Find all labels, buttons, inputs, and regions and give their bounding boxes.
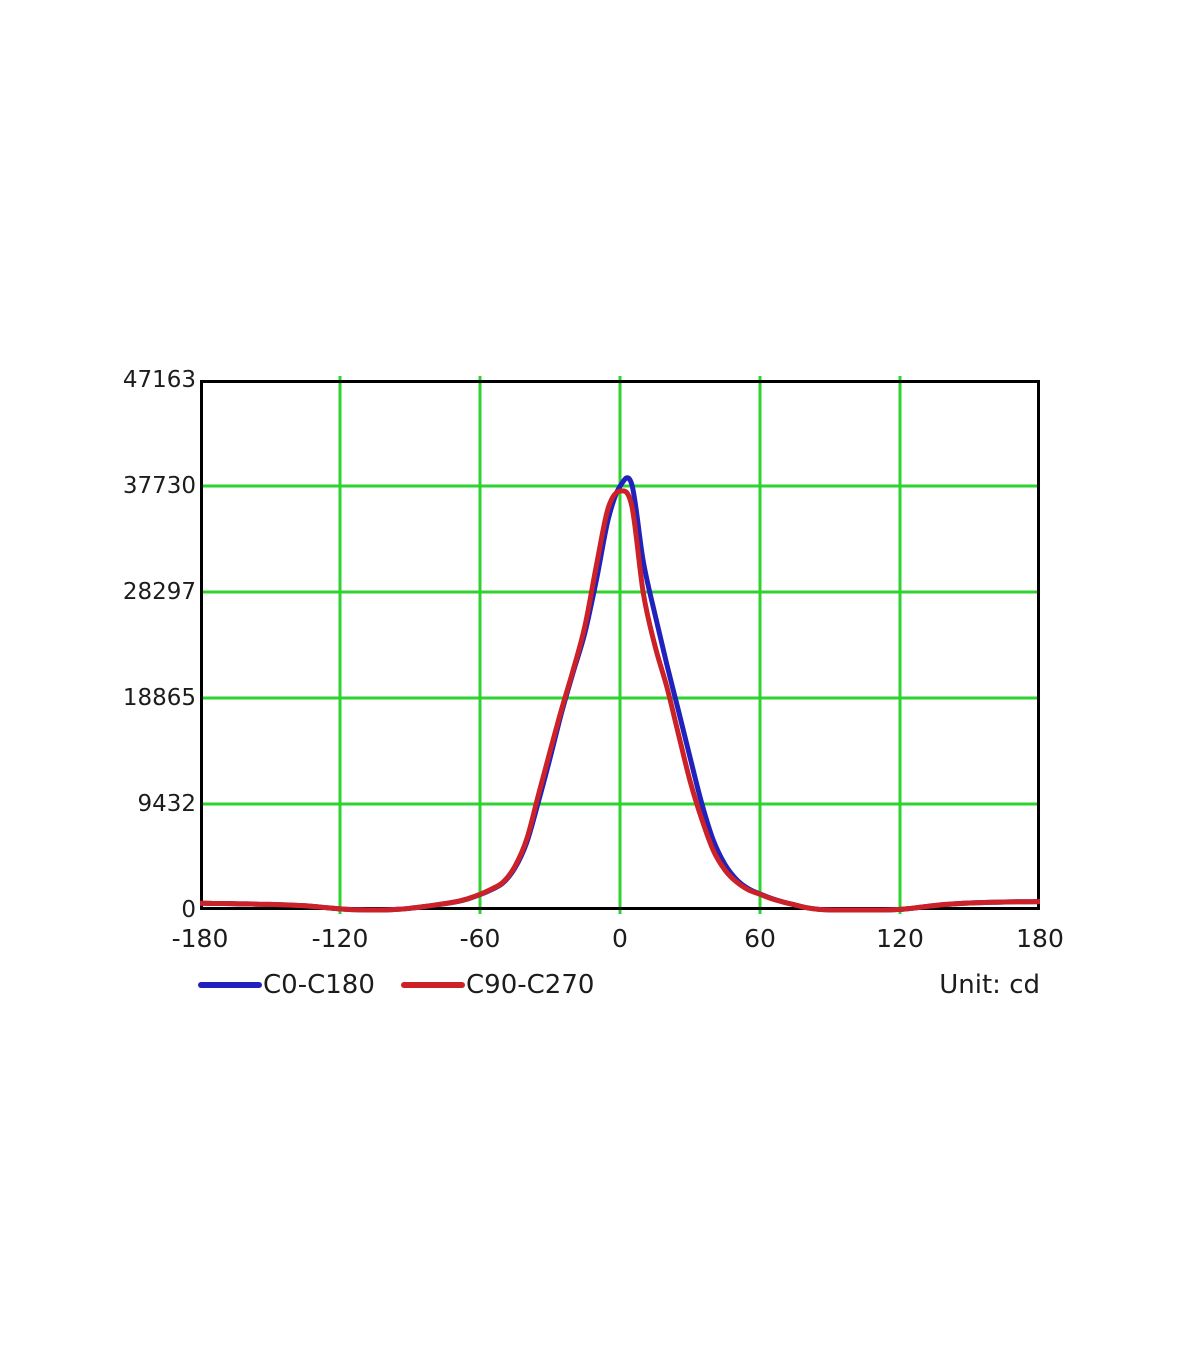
legend-line-red bbox=[401, 982, 465, 988]
y-tick-label: 9432 bbox=[137, 791, 196, 817]
series-curve-c90-c270 bbox=[200, 488, 1040, 913]
plot-border bbox=[200, 380, 1040, 910]
x-tick-label: -120 bbox=[311, 924, 369, 953]
x-tick-label: 180 bbox=[1016, 924, 1064, 953]
legend-label-c90-c270: C90-C270 bbox=[466, 970, 595, 1000]
x-tick-label: 120 bbox=[876, 924, 924, 953]
x-tick-label: -60 bbox=[459, 924, 501, 953]
y-tick-label: 28297 bbox=[122, 579, 196, 605]
unit-label: Unit: cd bbox=[939, 970, 1040, 1000]
legend-item-c90-c270: C90-C270 bbox=[401, 970, 594, 1000]
plot-area bbox=[200, 376, 1040, 914]
luminous-intensity-chart bbox=[200, 376, 1040, 914]
x-tick-label: -180 bbox=[171, 924, 229, 953]
legend-label-c0-c180: C0-C180 bbox=[263, 970, 375, 1000]
y-tick-label: 47163 bbox=[122, 367, 196, 393]
legend-line-blue bbox=[198, 982, 262, 988]
y-tick-label: 37730 bbox=[122, 473, 196, 499]
y-tick-label: 18865 bbox=[122, 685, 196, 711]
x-tick-label: 60 bbox=[744, 924, 776, 953]
legend-item-c0-c180: C0-C180 bbox=[198, 970, 375, 1000]
y-tick-label: 0 bbox=[181, 897, 196, 923]
x-tick-label: 0 bbox=[612, 924, 628, 953]
